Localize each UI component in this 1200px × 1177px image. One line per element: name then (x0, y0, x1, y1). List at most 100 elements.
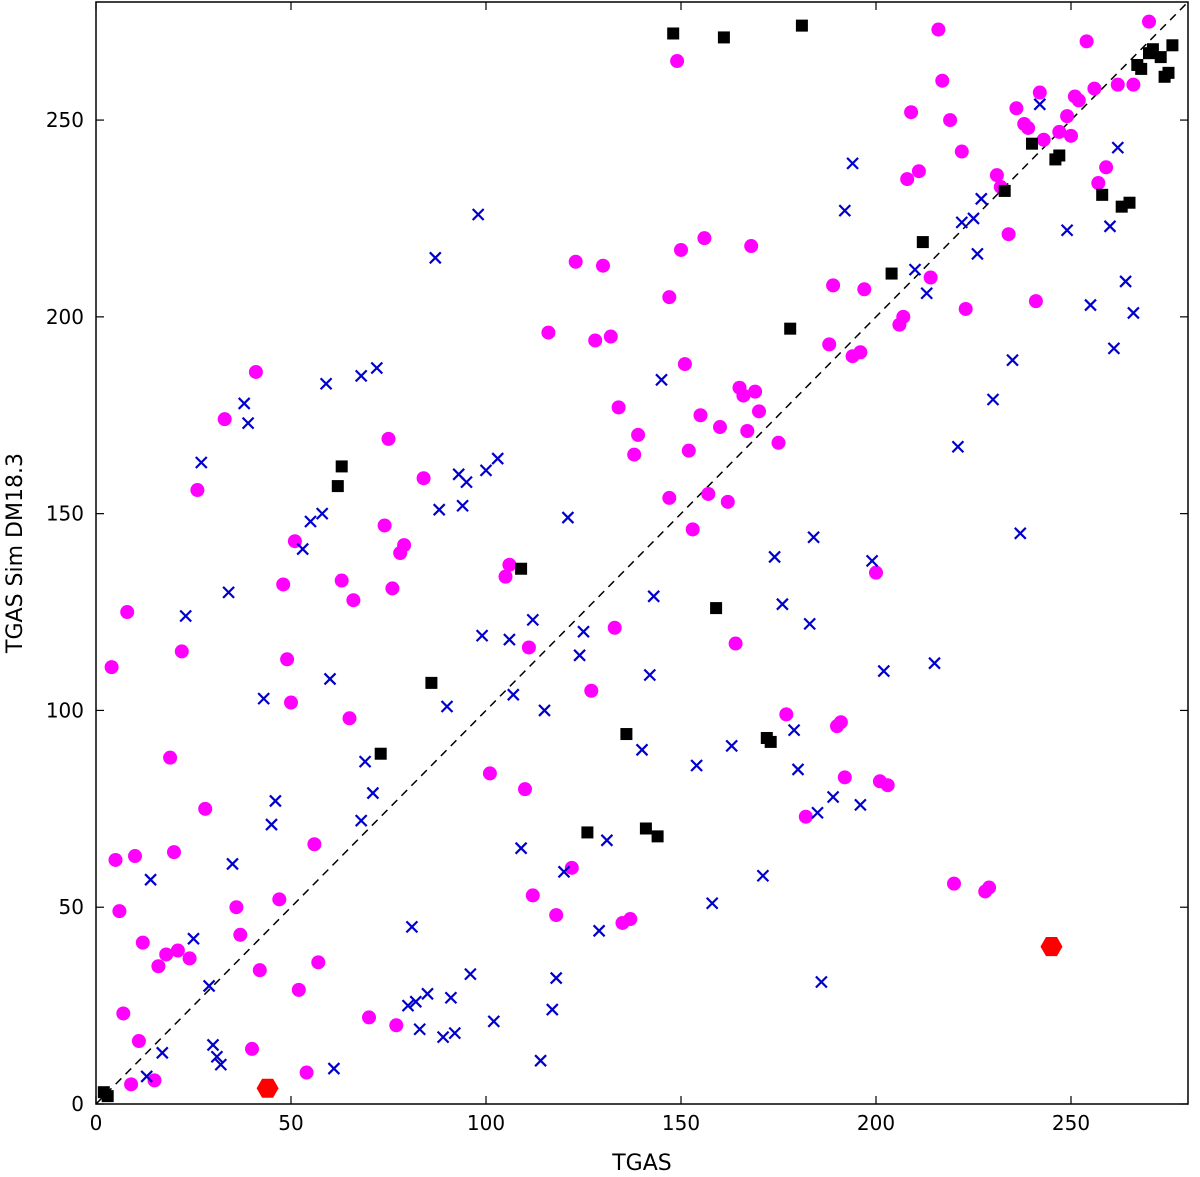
circle-point (397, 538, 412, 553)
circle-point (135, 935, 150, 950)
square-point (885, 267, 898, 280)
cross-point (432, 503, 446, 516)
circle-point (498, 569, 513, 584)
ticks-layer: 0 50 100 150 200 250 0 50 100 150 200 250 (46, 2, 1188, 1135)
circle-point (904, 105, 919, 120)
cross-point (304, 515, 317, 528)
circle-point (931, 22, 946, 37)
circle-point (1028, 294, 1043, 309)
circle-point (174, 644, 189, 659)
circle-point (837, 770, 852, 785)
cross-point (803, 617, 816, 631)
square-point (1166, 39, 1179, 52)
cross-point (768, 550, 781, 564)
square-point (425, 676, 438, 689)
circle-point (869, 565, 883, 580)
cross-point (690, 759, 703, 772)
cross-point (600, 834, 614, 847)
circle-point (677, 357, 692, 372)
cross-point (807, 530, 820, 544)
cross-point (444, 991, 458, 1005)
circle-point (631, 427, 646, 442)
circle-point (518, 782, 532, 797)
circle-point (1036, 132, 1051, 147)
cross-point (354, 369, 368, 383)
circle-point (1009, 101, 1024, 116)
circle-point (311, 955, 326, 970)
x-tick-label: 200 (857, 1111, 895, 1135)
cross-point (1103, 220, 1117, 233)
circle-point (120, 605, 135, 620)
cross-point (222, 586, 235, 599)
circle-point (280, 652, 295, 667)
hexagon-point (1040, 937, 1063, 957)
cross-point (756, 869, 770, 883)
cross-point (838, 204, 852, 217)
circle-point (1071, 93, 1086, 108)
cross-point (1127, 306, 1140, 320)
circle-point (670, 54, 685, 69)
circle-point (128, 849, 142, 864)
circle-point (377, 518, 392, 533)
cross-point (526, 613, 540, 627)
circle-point (1110, 77, 1125, 92)
circle-point (482, 766, 497, 781)
cross-point (156, 1046, 169, 1060)
cross-point (725, 739, 738, 753)
circle-point (779, 707, 794, 722)
cross-point (967, 212, 980, 225)
circle-point (681, 443, 696, 458)
cross-point (471, 208, 485, 221)
y-tick-label: 0 (71, 1092, 84, 1116)
cross-point (370, 361, 384, 375)
square-point (331, 480, 344, 493)
circle-point (167, 845, 181, 860)
circle-point (1064, 128, 1078, 143)
circle-point (116, 1006, 131, 1021)
cross-point (920, 286, 933, 300)
cross-point (647, 590, 660, 603)
circle-point (822, 337, 837, 352)
cross-point (538, 704, 551, 717)
reference-line-layer (95, 1, 1189, 1105)
circle-point (245, 1041, 259, 1056)
cross-point (503, 633, 516, 646)
circle-point (911, 164, 926, 179)
cross-point (257, 692, 270, 705)
square-point (1162, 66, 1175, 79)
circle-point (662, 490, 677, 505)
circle-point (307, 837, 322, 852)
circle-point (362, 1010, 376, 1025)
identity-reference-line (95, 1, 1189, 1105)
x-axis-label: TGAS (611, 1151, 672, 1176)
cross-point (144, 873, 157, 886)
circle-point (853, 345, 868, 360)
cross-point (561, 511, 575, 524)
circle-point (1001, 227, 1016, 242)
cross-point (955, 216, 969, 229)
cross-point (479, 464, 493, 477)
circle-point (1087, 81, 1102, 96)
cross-point (546, 1003, 559, 1016)
circle-point (740, 423, 755, 438)
cross-point (296, 542, 309, 556)
circle-point (389, 1018, 404, 1033)
circle-point (342, 711, 357, 726)
circle-point (346, 593, 361, 608)
cross-point (557, 865, 571, 879)
square-point (764, 735, 777, 748)
circle-point (163, 750, 178, 765)
cross-point (826, 790, 840, 804)
circle-point (935, 73, 950, 88)
square-point (1026, 137, 1038, 150)
cross-point (436, 1030, 450, 1044)
cross-point (791, 763, 805, 776)
cross-point (592, 924, 606, 938)
square-point (651, 830, 664, 843)
cross-point (1111, 141, 1125, 154)
cross-point (877, 664, 891, 678)
circle-point (900, 172, 915, 187)
circle-point (1091, 176, 1106, 191)
circle-point (662, 290, 677, 305)
cross-point (202, 979, 216, 993)
